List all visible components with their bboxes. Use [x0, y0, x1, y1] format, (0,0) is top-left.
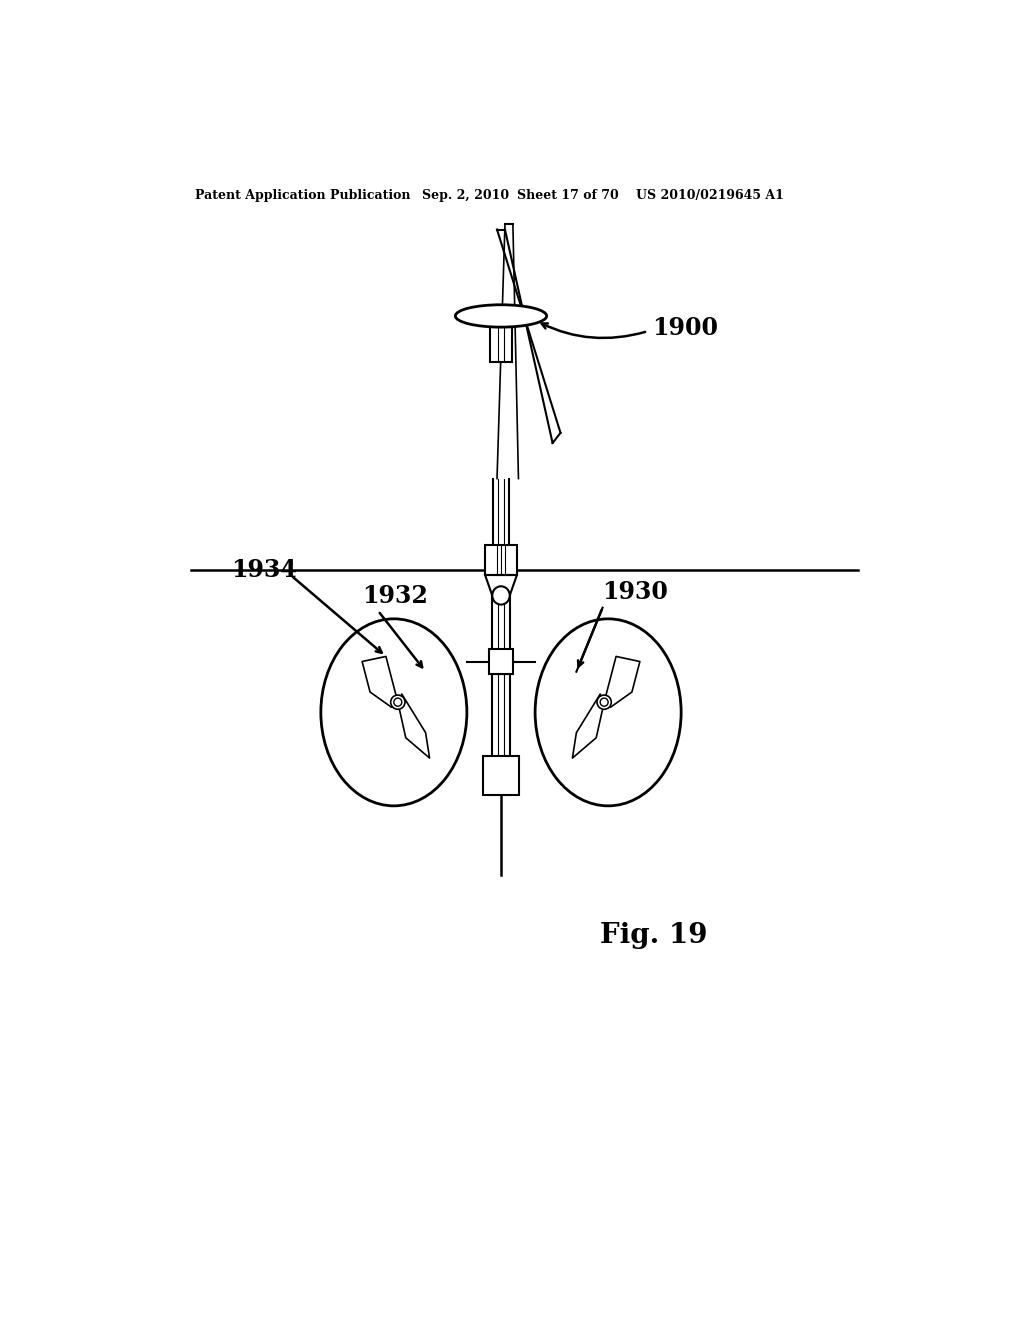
Polygon shape: [362, 656, 397, 708]
Ellipse shape: [394, 698, 401, 706]
Text: US 2010/0219645 A1: US 2010/0219645 A1: [636, 189, 783, 202]
Polygon shape: [397, 694, 430, 758]
Text: Fig. 19: Fig. 19: [600, 923, 708, 949]
FancyBboxPatch shape: [482, 756, 519, 795]
Ellipse shape: [493, 586, 510, 605]
Polygon shape: [572, 694, 604, 758]
FancyBboxPatch shape: [485, 545, 517, 576]
Text: 1934: 1934: [231, 558, 297, 582]
FancyBboxPatch shape: [489, 649, 513, 673]
Ellipse shape: [597, 696, 611, 709]
FancyBboxPatch shape: [493, 673, 510, 758]
Polygon shape: [497, 230, 560, 444]
FancyBboxPatch shape: [493, 586, 510, 656]
Ellipse shape: [456, 305, 547, 327]
Text: 1930: 1930: [602, 579, 669, 603]
Text: Sheet 17 of 70: Sheet 17 of 70: [517, 189, 618, 202]
Text: Sep. 2, 2010: Sep. 2, 2010: [422, 189, 509, 202]
Ellipse shape: [391, 696, 404, 709]
Text: 1932: 1932: [362, 583, 428, 607]
Text: Patent Application Publication: Patent Application Publication: [196, 189, 411, 202]
Text: 1900: 1900: [652, 315, 718, 341]
Polygon shape: [604, 656, 640, 708]
FancyBboxPatch shape: [489, 327, 512, 362]
Polygon shape: [485, 576, 517, 595]
Ellipse shape: [600, 698, 608, 706]
